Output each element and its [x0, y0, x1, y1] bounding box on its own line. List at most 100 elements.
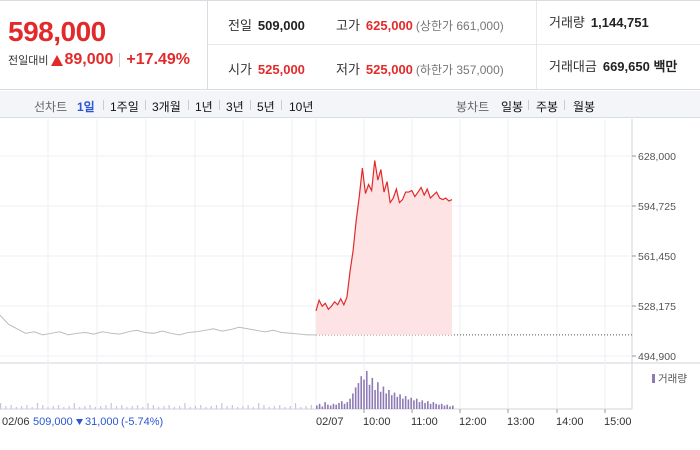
prev-volume-bar	[105, 405, 107, 409]
prev-volume-bar	[305, 406, 307, 409]
volume-bar	[379, 391, 382, 409]
prev-volume-bar	[294, 403, 297, 409]
low-price: 저가 525,000 (하한가 357,000)	[336, 62, 504, 77]
up-arrow-icon	[51, 54, 64, 66]
prev-volume-bar	[258, 403, 260, 409]
stats-row-2: 시가 525,000 저가 525,000 (하한가 357,000) 거래대금 669…	[208, 45, 700, 89]
volume-bar	[340, 401, 343, 409]
volume-bar	[368, 384, 371, 409]
divider	[564, 100, 565, 110]
prev-volume-bar	[189, 407, 191, 409]
x-tick-label: 10:00	[363, 416, 391, 428]
prev-volume-bar	[221, 403, 223, 409]
change-percent: +17.49%	[126, 51, 191, 68]
prev-volume-bar	[205, 407, 207, 409]
x-tick-label: 13:00	[507, 416, 535, 428]
tab-1d[interactable]: 1일	[77, 100, 95, 114]
prev-volume-bar	[242, 406, 244, 409]
volume-bar	[404, 396, 407, 409]
y-tick-label: 494,900	[638, 351, 676, 363]
volume-bar	[365, 371, 368, 409]
volume-bar	[374, 390, 376, 409]
volume-bar	[363, 379, 365, 409]
tab-5y[interactable]: 5년	[257, 100, 275, 114]
volume-bar	[318, 403, 321, 409]
high-price: 고가 625,000 (상한가 661,000)	[336, 18, 504, 33]
today-line	[315, 160, 453, 311]
x-tick-label: 11:00	[411, 416, 438, 428]
line-chart-label: 선차트	[34, 100, 68, 114]
volume-bar	[327, 404, 329, 409]
prev-volume-bar	[179, 406, 181, 409]
tab-3y[interactable]: 3년	[226, 100, 244, 114]
prev-volume-bar	[310, 405, 312, 409]
prev-volume-bar	[136, 405, 139, 409]
change-row: 전일대비 89,000 +17.49%	[8, 51, 207, 69]
x-tick-label: 14:00	[556, 416, 584, 428]
prev-volume-bar	[79, 407, 81, 409]
volume-chart: 거래량	[0, 371, 687, 409]
volume-bar	[421, 400, 424, 409]
prev-volume-bar	[184, 403, 186, 409]
prev-date-label: 02/06	[2, 416, 30, 428]
prev-volume-bar	[84, 406, 86, 409]
volume-bar	[396, 396, 399, 409]
volume-bar	[402, 398, 404, 409]
volume-bar	[329, 405, 332, 409]
price-box: 598,000 전일대비 89,000 +17.49%	[0, 1, 208, 89]
prev-volume-bar	[168, 405, 170, 409]
volume-bar	[377, 382, 379, 409]
prev-volume-bar	[115, 406, 118, 409]
x-tick-label: 15:00	[604, 416, 632, 428]
tab-daily[interactable]: 일봉	[501, 100, 524, 114]
prev-volume-bar	[252, 407, 254, 409]
tab-1w[interactable]: 1주일	[110, 100, 139, 114]
prev-volume-bar	[31, 407, 33, 409]
prev-volume-bar	[263, 405, 265, 409]
prev-volume-bar	[0, 403, 2, 409]
down-arrow-icon	[76, 419, 83, 425]
volume-bar	[354, 387, 357, 409]
prev-volume-bar	[110, 403, 112, 409]
divider	[103, 100, 104, 110]
y-tick-label: 594,725	[638, 201, 676, 213]
tab-3m[interactable]: 3개월	[152, 100, 181, 114]
current-price: 598,000	[8, 16, 106, 47]
tab-1y[interactable]: 1년	[195, 100, 213, 114]
volume-bar	[449, 406, 451, 409]
quote-panel: 598,000 전일대비 89,000 +17.49% 전일 509,000 고가…	[0, 0, 700, 90]
volume-bar	[343, 403, 346, 409]
prev-day-line	[0, 314, 316, 336]
volume-bar	[443, 405, 446, 409]
prev-volume-bar	[152, 405, 154, 409]
prev-volume-bar	[10, 405, 12, 409]
divider	[250, 100, 251, 110]
volume-bar	[371, 377, 374, 409]
volume-bar	[352, 393, 354, 409]
tab-monthly[interactable]: 월봉	[573, 100, 596, 114]
prev-volume-bar	[284, 407, 286, 409]
tab-10y[interactable]: 10년	[289, 100, 314, 114]
volume-bar	[382, 386, 385, 409]
amount-stat: 거래대금 669,650 백만	[536, 45, 677, 89]
prev-day-series	[0, 314, 316, 336]
volume-bar	[346, 402, 349, 409]
volume-bar	[332, 403, 335, 409]
volume-bar	[413, 400, 415, 409]
volume-bar	[338, 402, 340, 409]
prev-volume-bar	[126, 407, 128, 409]
y-tick-label: 628,000	[638, 151, 676, 163]
divider	[528, 100, 529, 110]
change-value: 89,000	[64, 51, 114, 68]
volume-bar	[446, 404, 449, 409]
prev-volume-bar	[26, 405, 28, 409]
volume-bar	[316, 405, 318, 409]
tab-weekly[interactable]: 주봉	[536, 100, 559, 114]
prev-volume-bar	[300, 407, 302, 409]
prev-volume-bar	[5, 406, 7, 409]
volume-bar	[357, 383, 360, 409]
prev-volume-bar	[273, 406, 276, 409]
prev-volume-bar	[131, 406, 133, 409]
volume-bar	[410, 397, 412, 409]
